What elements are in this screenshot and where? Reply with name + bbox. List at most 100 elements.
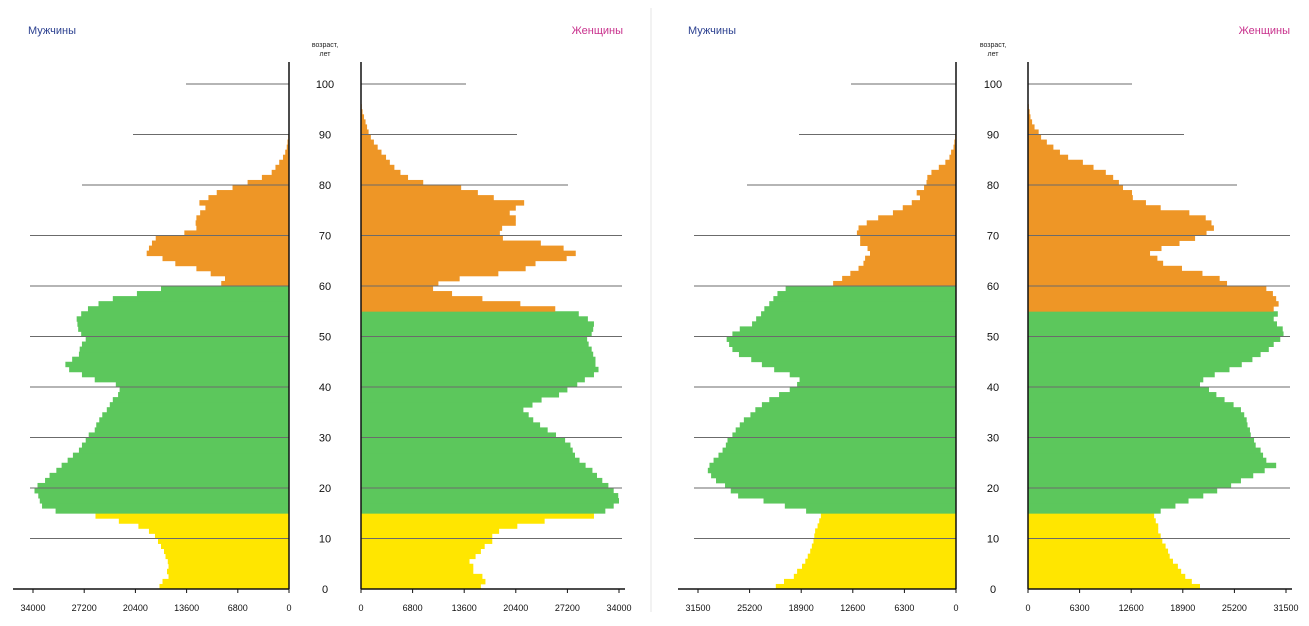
male-bar [149,528,289,533]
male-bar [868,246,956,251]
female-x-tick-label: 27200 [555,603,580,613]
male-bar [275,165,289,170]
male-bar [810,549,956,554]
male-bar [764,498,956,503]
female-bar [361,508,605,513]
male-bar [761,311,956,316]
female-bar [1028,518,1156,523]
male-bar [110,402,289,407]
male-bar [77,321,289,326]
male-bar [73,453,289,458]
female-x-tick-label: 6300 [1070,603,1090,613]
male-bar [196,266,289,271]
female-bar [1028,155,1068,160]
male-label: Мужчины [28,25,76,37]
female-bar [361,554,476,559]
male-bar [147,251,289,256]
age-tick-label: 100 [984,79,1002,91]
female-bar [1028,402,1234,407]
female-bar [361,564,473,569]
female-bar [361,321,594,326]
female-bar [1028,261,1163,266]
female-bar [361,241,541,246]
male-bar [205,205,289,210]
female-bar [361,135,371,140]
female-bar [1028,397,1225,402]
male-bar [81,311,289,316]
female-bar [1028,427,1250,432]
female-bar [361,443,570,448]
male-bar [813,539,956,544]
male-bar [95,513,289,518]
male-bar [764,306,956,311]
female-bar [1028,205,1161,210]
female-bar [361,140,374,145]
male-bar [169,564,289,569]
male-bar [755,407,956,412]
female-bar [361,301,520,306]
male-bar [149,246,289,251]
female-bar [1028,160,1083,165]
male-bar [88,306,289,311]
age-axis-label: возраст,лет [312,42,338,58]
male-x-tick-label: 25200 [737,603,762,613]
male-x-tick-label: 34000 [20,603,45,613]
male-bar [80,347,289,352]
female-x-tick-label: 6800 [403,603,423,613]
male-x-tick-label: 13600 [174,603,199,613]
male-bar [168,559,289,564]
age-tick-label: 60 [319,281,331,293]
female-bar [361,246,564,251]
male-bar [773,296,956,301]
female-x-tick-label: 12600 [1119,603,1144,613]
male-x-tick-label: 12600 [840,603,865,613]
female-bar [361,453,575,458]
male-bar [199,200,289,205]
male-bar [196,215,289,220]
female-bar [361,569,473,574]
female-x-tick-label: 0 [1025,603,1030,613]
female-bar [1028,124,1035,129]
female-bar [361,316,588,321]
female-bar [361,291,452,296]
age-tick-label: 20 [987,483,999,495]
male-bar [714,458,956,463]
male-bar [38,493,289,498]
male-bar [723,448,956,453]
male-bar [790,372,956,377]
female-bar [1028,165,1094,170]
female-x-tick-label: 20400 [503,603,528,613]
male-bar [99,301,289,306]
female-bar [361,498,619,503]
female-x-tick-label: 0 [358,603,363,613]
male-bar [152,241,289,246]
age-tick-label: 70 [987,231,999,243]
male-bar [95,427,289,432]
female-bar [361,286,433,291]
male-bar [119,518,289,523]
male-bar [850,271,956,276]
female-bar [361,523,517,528]
male-bar [842,276,956,281]
female-bar [1028,574,1185,579]
male-bar [949,155,956,160]
male-bar [739,352,956,357]
male-bar [927,175,956,180]
female-bar [1028,342,1274,347]
male-bar [138,523,289,528]
female-bar [1028,326,1283,331]
female-bar [1028,564,1178,569]
female-bar [361,387,567,392]
female-bar [1028,498,1189,503]
female-bar [361,544,485,549]
male-bar [821,513,956,518]
female-x-tick-label: 25200 [1222,603,1247,613]
male-bar [169,574,289,579]
male-bar [797,569,956,574]
female-bar [1028,150,1060,155]
male-bar [736,427,956,432]
male-bar [82,443,289,448]
male-bar [163,579,289,584]
female-bar [1028,215,1206,220]
